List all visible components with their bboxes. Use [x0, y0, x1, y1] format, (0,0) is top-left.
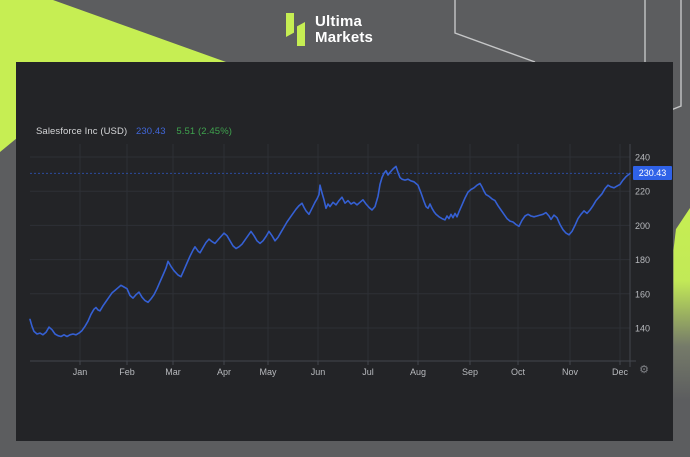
x-axis-label: Oct: [511, 367, 526, 377]
y-axis-label: 240: [635, 153, 650, 163]
x-axis-label: Sep: [462, 367, 478, 377]
x-axis-label: May: [259, 367, 277, 377]
ultima-markets-logo-text: Ultima Markets: [315, 12, 374, 46]
x-axis-label: Aug: [410, 367, 426, 377]
x-axis-label: Apr: [217, 367, 231, 377]
y-axis-label: 200: [635, 221, 650, 231]
legend-price: 230.43: [135, 126, 166, 137]
current-price-axis-badge: 230.43: [633, 166, 672, 180]
x-axis-label: Dec: [612, 367, 629, 377]
legend-symbol: Salesforce Inc (USD): [36, 126, 128, 137]
x-axis-label: Jul: [362, 367, 374, 377]
x-axis-label: Mar: [165, 367, 181, 377]
ultima-markets-logo-icon: [286, 11, 306, 48]
x-axis-label: Feb: [119, 367, 135, 377]
y-axis-label: 220: [635, 187, 650, 197]
x-axis-label: Nov: [562, 367, 579, 377]
y-axis-label: 160: [635, 289, 650, 299]
settings-gear-icon[interactable]: ⚙: [639, 364, 649, 376]
y-axis-label: 180: [635, 255, 650, 265]
price-chart[interactable]: 240 220 200 180 160 140 Jan Feb Mar Apr May Jun Jul A…: [16, 62, 673, 441]
price-series-line: [29, 165, 631, 338]
x-axis-label: Jan: [73, 367, 88, 377]
chart-legend: Salesforce Inc (USD) 230.43 5.51 (2.45%): [36, 126, 232, 137]
chart-panel: Salesforce Inc (USD) 230.43 5.51 (2.45%)…: [16, 62, 673, 441]
legend-change: 5.51 (2.45%): [176, 126, 232, 137]
y-axis-label: 140: [635, 324, 650, 334]
ultima-markets-logo: Ultima Markets: [286, 11, 373, 48]
green-gradient-strip-decoration: [673, 208, 690, 400]
x-axis-label: Jun: [311, 367, 326, 377]
